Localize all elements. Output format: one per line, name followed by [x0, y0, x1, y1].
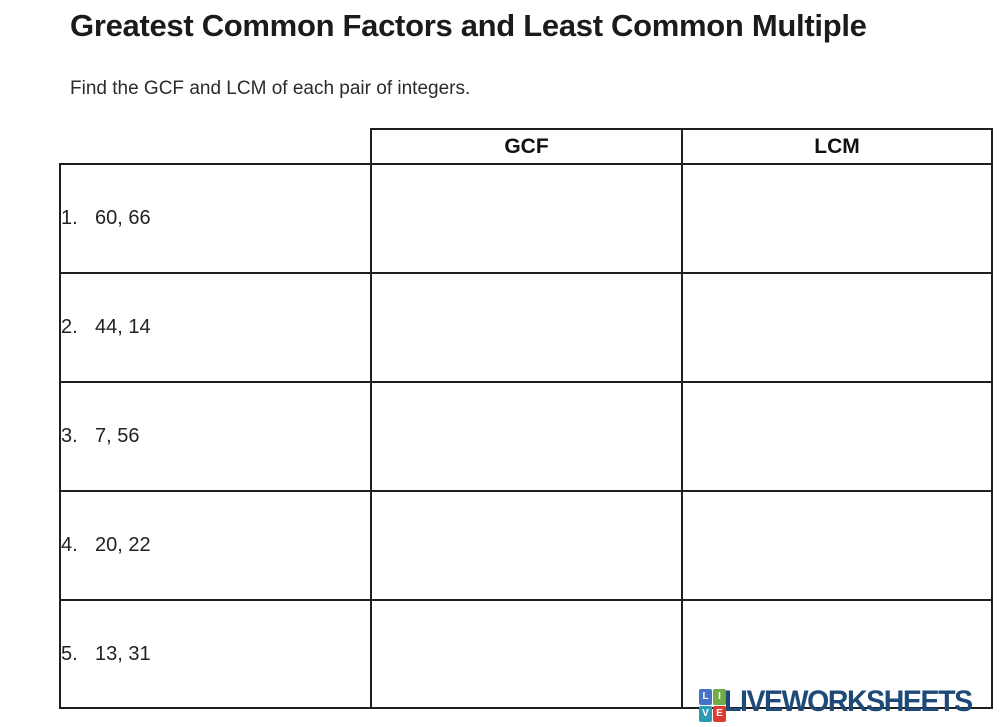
liveworksheets-logo: L I V E LIVEWORKSHEETS	[699, 687, 985, 722]
pair-cell: 4. 20, 22	[59, 490, 372, 601]
table-row: 5. 13, 31	[59, 599, 993, 709]
header-blank-cell	[60, 129, 371, 164]
pair-values: 7, 56	[95, 425, 140, 447]
liveworksheets-icon: L I V E	[699, 689, 726, 722]
gcf-answer-cell[interactable]	[370, 599, 683, 709]
pair-cell: 3. 7, 56	[59, 381, 372, 492]
lcm-answer-cell[interactable]	[681, 490, 993, 601]
gcf-answer-cell[interactable]	[370, 163, 683, 274]
gcf-answer-cell[interactable]	[370, 272, 683, 383]
gcf-answer-cell[interactable]	[370, 381, 683, 492]
table-header-row: GCF LCM	[60, 128, 993, 165]
table-row: 4. 20, 22	[59, 490, 993, 601]
gcf-answer-cell[interactable]	[370, 490, 683, 601]
column-header-gcf: GCF	[370, 128, 683, 165]
instructions-text: Find the GCF and LCM of each pair of int…	[70, 78, 471, 99]
table-row: 3. 7, 56	[59, 381, 993, 492]
gcf-lcm-table: GCF LCM 1. 60, 66 2. 44, 14 3. 7, 56	[59, 128, 993, 709]
pair-values: 13, 31	[95, 642, 151, 665]
logo-square-e: E	[713, 706, 726, 722]
lcm-answer-cell[interactable]	[681, 163, 993, 274]
lcm-answer-cell[interactable]	[681, 599, 993, 709]
logo-square-v: V	[699, 706, 712, 722]
pair-cell: 2. 44, 14	[59, 272, 372, 383]
lcm-answer-cell[interactable]	[681, 272, 993, 383]
table-row: 2. 44, 14	[59, 272, 993, 383]
logo-square-l: L	[699, 689, 712, 705]
row-number: 3.	[61, 425, 78, 447]
row-number: 4.	[61, 534, 78, 556]
row-number: 2.	[61, 316, 78, 338]
row-number: 1.	[61, 207, 78, 229]
table-row: 1. 60, 66	[59, 163, 993, 274]
pair-values: 44, 14	[95, 316, 151, 338]
column-header-lcm: LCM	[681, 128, 993, 165]
pair-values: 60, 66	[95, 207, 151, 229]
logo-square-i: I	[713, 689, 726, 705]
row-number: 5.	[61, 642, 78, 665]
page-title: Greatest Common Factors and Least Common…	[70, 8, 867, 43]
lcm-answer-cell[interactable]	[681, 381, 993, 492]
pair-cell: 5. 13, 31	[59, 599, 372, 709]
logo-wordmark: LIVEWORKSHEETS	[724, 685, 973, 718]
pair-cell: 1. 60, 66	[59, 163, 372, 274]
pair-values: 20, 22	[95, 534, 151, 556]
